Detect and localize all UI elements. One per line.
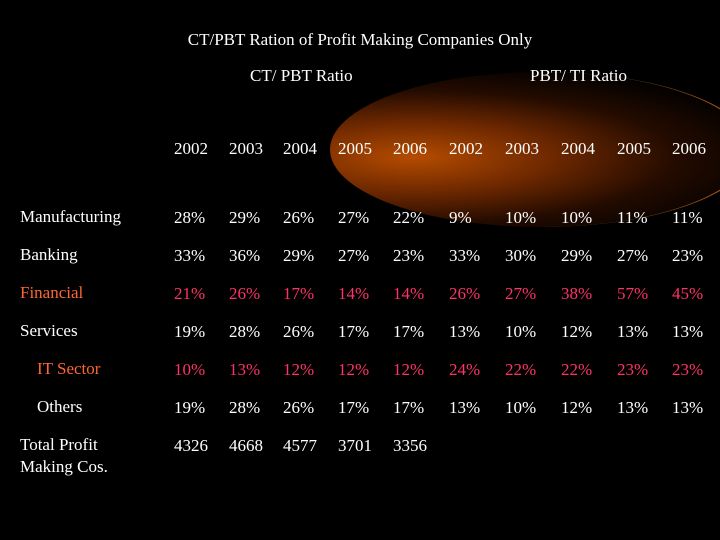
table-cell: 17% bbox=[338, 398, 370, 417]
table-cell: 9% bbox=[449, 208, 472, 227]
table-cell: 38% bbox=[561, 284, 593, 303]
year-header: 2006 bbox=[672, 139, 706, 158]
table-cell: 28% bbox=[229, 398, 261, 417]
table-cell: 12% bbox=[393, 360, 425, 379]
table-cell: 10% bbox=[174, 360, 206, 379]
group-header-pbt-ti: PBT/ TI Ratio bbox=[530, 66, 627, 85]
table-cell: 29% bbox=[229, 208, 261, 227]
group-header-ct-pbt: CT/ PBT Ratio bbox=[250, 66, 353, 85]
slide-title: CT/PBT Ration of Profit Making Companies… bbox=[187, 30, 533, 49]
table-cell: 17% bbox=[338, 322, 370, 341]
table-cell: 26% bbox=[283, 398, 315, 417]
row-label: Others bbox=[37, 397, 83, 416]
table-cell: 27% bbox=[505, 284, 537, 303]
table-cell: 10% bbox=[505, 398, 537, 417]
table-cell: 12% bbox=[338, 360, 370, 379]
table-cell: 13% bbox=[449, 398, 481, 417]
table-cell: 13% bbox=[229, 360, 261, 379]
decorative-glow bbox=[330, 72, 720, 227]
table-cell: 29% bbox=[561, 246, 593, 265]
table-cell: 26% bbox=[229, 284, 261, 303]
table-cell: 13% bbox=[449, 322, 481, 341]
table-cell: 13% bbox=[672, 398, 704, 417]
table-cell: 17% bbox=[393, 322, 425, 341]
table-cell: 29% bbox=[283, 246, 315, 265]
table-cell: 45% bbox=[672, 284, 704, 303]
table-cell: 13% bbox=[617, 398, 649, 417]
table-cell: 23% bbox=[672, 246, 704, 265]
table-cell: 23% bbox=[617, 360, 649, 379]
table-cell: 12% bbox=[561, 322, 593, 341]
table-cell: 24% bbox=[449, 360, 481, 379]
table-cell: 10% bbox=[505, 322, 537, 341]
table-cell: 23% bbox=[672, 360, 704, 379]
year-header: 2002 bbox=[174, 139, 208, 158]
table-cell: 27% bbox=[338, 246, 370, 265]
table-cell: 27% bbox=[338, 208, 370, 227]
table-cell: 33% bbox=[449, 246, 481, 265]
year-header: 2005 bbox=[617, 139, 651, 158]
year-header: 2002 bbox=[449, 139, 483, 158]
table-cell: 14% bbox=[393, 284, 425, 303]
table-cell: 57% bbox=[617, 284, 649, 303]
table-cell: 12% bbox=[283, 360, 315, 379]
table-cell: 10% bbox=[561, 208, 593, 227]
table-cell: 27% bbox=[617, 246, 649, 265]
table-cell: 28% bbox=[174, 208, 206, 227]
row-label: Total Profit Making Cos. bbox=[20, 435, 108, 476]
table-cell: 22% bbox=[393, 208, 425, 227]
table-cell: 4577 bbox=[283, 436, 317, 455]
table-cell: 12% bbox=[561, 398, 593, 417]
table-cell: 26% bbox=[449, 284, 481, 303]
table-cell: 19% bbox=[174, 322, 206, 341]
table-cell: 19% bbox=[174, 398, 206, 417]
table-cell: 4668 bbox=[229, 436, 263, 455]
table-cell: 4326 bbox=[174, 436, 208, 455]
table-cell: 22% bbox=[505, 360, 537, 379]
year-header: 2004 bbox=[561, 139, 595, 158]
year-header: 2003 bbox=[229, 139, 263, 158]
year-header: 2006 bbox=[393, 139, 427, 158]
row-label: Manufacturing bbox=[20, 207, 122, 226]
table-cell: 28% bbox=[229, 322, 261, 341]
table-cell: 17% bbox=[283, 284, 315, 303]
year-header: 2003 bbox=[505, 139, 539, 158]
year-header: 2004 bbox=[283, 139, 317, 158]
table-cell: 11% bbox=[617, 208, 648, 227]
table-cell: 22% bbox=[561, 360, 593, 379]
year-header: 2005 bbox=[338, 139, 372, 158]
table-cell: 26% bbox=[283, 208, 315, 227]
table-cell: 11% bbox=[672, 208, 703, 227]
table-cell: 13% bbox=[672, 322, 704, 341]
table-cell: 33% bbox=[174, 246, 206, 265]
row-label: Banking bbox=[20, 245, 78, 264]
table-cell: 30% bbox=[505, 246, 537, 265]
table-cell: 17% bbox=[393, 398, 425, 417]
table-cell: 26% bbox=[283, 322, 315, 341]
table-cell: 23% bbox=[393, 246, 425, 265]
table-cell: 10% bbox=[505, 208, 537, 227]
table-cell: 36% bbox=[229, 246, 261, 265]
row-label: IT Sector bbox=[37, 359, 101, 378]
row-label: Services bbox=[20, 321, 78, 340]
table-cell: 3356 bbox=[393, 436, 427, 455]
table-cell: 3701 bbox=[338, 436, 372, 455]
table-cell: 13% bbox=[617, 322, 649, 341]
table-cell: 21% bbox=[174, 284, 206, 303]
table-cell: 14% bbox=[338, 284, 370, 303]
row-label: Financial bbox=[20, 283, 84, 302]
